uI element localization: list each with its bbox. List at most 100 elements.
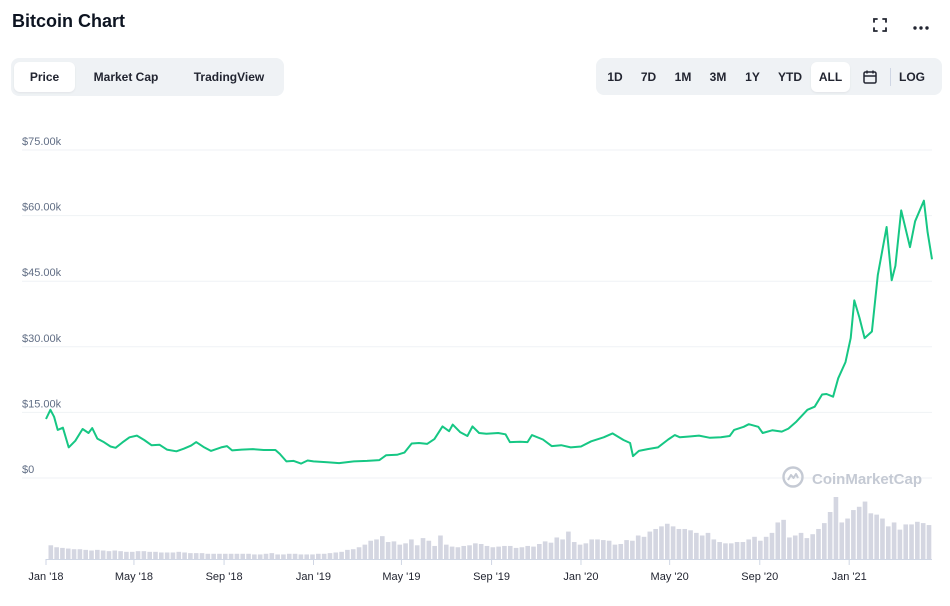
volume-bar bbox=[414, 545, 420, 559]
y-tick-label: $75.00k bbox=[22, 136, 62, 148]
volume-bar bbox=[711, 539, 717, 559]
tab-tradingview[interactable]: TradingView bbox=[193, 70, 265, 84]
volume-bar bbox=[193, 553, 199, 559]
range-divider bbox=[890, 67, 891, 86]
volume-bar bbox=[856, 506, 862, 559]
x-tick-label: Jan '19 bbox=[296, 571, 331, 583]
volume-bar bbox=[537, 543, 542, 559]
volume-bar bbox=[502, 545, 507, 559]
volume-bar bbox=[798, 532, 804, 559]
volume-bar bbox=[257, 554, 263, 559]
volume-bar bbox=[345, 549, 350, 559]
volume-bar bbox=[635, 535, 641, 559]
volume-bar bbox=[368, 540, 373, 559]
grid-lines bbox=[22, 149, 932, 479]
volume-bar bbox=[188, 553, 193, 559]
volume-bar bbox=[356, 547, 362, 559]
volume-bar bbox=[89, 550, 94, 559]
volume-bar bbox=[903, 524, 909, 559]
range-ytd[interactable]: YTD bbox=[778, 69, 802, 84]
volume-bar bbox=[618, 543, 624, 559]
volume-bar bbox=[659, 526, 664, 559]
volume-bar bbox=[304, 554, 310, 559]
volume-bar bbox=[135, 551, 141, 559]
volume-bar bbox=[374, 539, 379, 559]
x-tick-label: Jan '18 bbox=[28, 571, 63, 583]
range-1m[interactable]: 1M bbox=[674, 69, 692, 84]
volume-bar bbox=[100, 550, 106, 559]
range-tabs: 1D 7D 1M 3M 1Y YTD ALL LOG bbox=[596, 58, 942, 95]
volume-bar bbox=[787, 537, 792, 559]
volume-bar bbox=[95, 549, 100, 559]
volume-bar bbox=[83, 549, 89, 559]
volume-bar bbox=[560, 539, 565, 559]
volume-bar bbox=[548, 542, 554, 559]
range-7d[interactable]: 7D bbox=[640, 69, 657, 84]
volume-bar bbox=[769, 532, 775, 559]
x-tick-label: May '18 bbox=[115, 571, 153, 583]
volume-bar bbox=[624, 540, 629, 559]
volume-bar bbox=[124, 551, 129, 559]
expand-icon[interactable] bbox=[872, 17, 888, 38]
x-tick-label: Sep '20 bbox=[741, 571, 778, 583]
volume-bar bbox=[851, 510, 856, 559]
volume-bar bbox=[792, 535, 798, 559]
volume-bar bbox=[490, 547, 496, 559]
x-tick-label: Jan '21 bbox=[832, 571, 867, 583]
volume-bar bbox=[606, 540, 612, 559]
y-tick-label: $30.00k bbox=[22, 333, 62, 345]
volume-bar bbox=[170, 552, 176, 559]
volume-bar bbox=[653, 528, 658, 559]
volume-bar bbox=[403, 543, 408, 559]
volume-bar bbox=[380, 536, 385, 559]
y-axis-ticks: $0 $15.00k $30.00k $45.00k $60.00k $75.00k bbox=[22, 136, 62, 476]
volume-bar bbox=[350, 549, 356, 559]
volume-bar bbox=[641, 536, 647, 559]
volume-bar bbox=[455, 547, 461, 559]
y-tick-label: $0 bbox=[22, 464, 34, 476]
tab-market-cap[interactable]: Market Cap bbox=[93, 70, 159, 84]
volume-bar bbox=[915, 521, 920, 559]
volume-bar bbox=[845, 518, 850, 559]
x-axis-ticks: Jan '18 May '18 Sep '18 Jan '19 May '19 Sep '… bbox=[28, 559, 932, 583]
volume-bar bbox=[478, 543, 484, 559]
range-1y[interactable]: 1Y bbox=[745, 69, 760, 84]
volume-bar bbox=[106, 551, 112, 559]
y-tick-label: $15.00k bbox=[22, 398, 62, 410]
volume-bar bbox=[118, 551, 123, 559]
volume-bar bbox=[461, 545, 467, 559]
volume-bar bbox=[252, 554, 257, 559]
tab-price[interactable]: Price bbox=[14, 62, 75, 92]
volume-bar bbox=[601, 540, 606, 559]
volume-bar bbox=[54, 547, 59, 559]
more-icon[interactable] bbox=[912, 20, 930, 38]
volume-bar bbox=[682, 528, 688, 559]
volume-bar bbox=[531, 546, 536, 559]
volume-bar bbox=[868, 513, 874, 559]
volume-bar bbox=[449, 546, 455, 559]
volume-bar bbox=[240, 553, 246, 559]
volume-bar bbox=[519, 547, 525, 559]
volume-bar bbox=[467, 545, 472, 559]
range-3m[interactable]: 3M bbox=[709, 69, 727, 84]
chart-title: Bitcoin Chart bbox=[12, 11, 126, 31]
volume-bar bbox=[885, 526, 891, 559]
volume-bar bbox=[822, 523, 827, 559]
volume-bar bbox=[182, 552, 187, 559]
volume-bar bbox=[316, 553, 321, 559]
calendar-icon[interactable] bbox=[850, 62, 890, 92]
range-all[interactable]: ALL bbox=[811, 61, 850, 92]
range-1d[interactable]: 1D bbox=[607, 69, 623, 84]
volume-bar bbox=[321, 553, 327, 559]
volume-bar bbox=[391, 541, 397, 559]
volume-bar bbox=[426, 540, 432, 559]
watermark-text: CoinMarketCap bbox=[812, 471, 922, 488]
volume-bar bbox=[443, 544, 449, 559]
volume-bar bbox=[833, 497, 839, 559]
volume-bar bbox=[839, 522, 845, 559]
log-toggle[interactable]: LOG bbox=[899, 69, 925, 84]
volume-bar bbox=[827, 512, 833, 559]
volume-bar bbox=[577, 544, 583, 559]
x-tick-label: Sep '18 bbox=[206, 571, 243, 583]
